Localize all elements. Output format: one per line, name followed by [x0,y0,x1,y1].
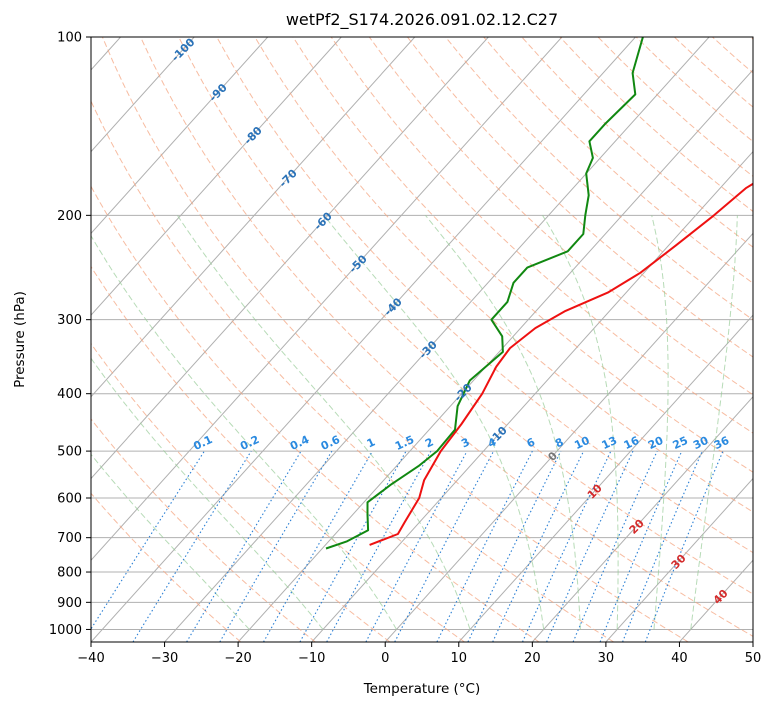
x-tick-label: 20 [524,651,541,666]
moist-adiabat-line [690,215,738,630]
moist-adiabat-line [176,215,471,630]
x-tick-label: −10 [298,651,325,666]
mixing-ratio-label: 13 [600,434,619,452]
sounding-profiles [325,37,753,550]
mixing-ratio-label: 16 [622,434,642,452]
x-tick-label: −30 [151,651,178,666]
y-tick-label: 200 [57,209,82,224]
mixing-ratio-line [132,450,252,642]
moist-adiabat-line [542,215,619,630]
dry-adiabat-line [407,37,753,358]
moist-adiabat-line [425,214,581,630]
mixing-ratio-line [436,450,533,642]
isotherm-line [458,314,753,642]
dry-adiabat-line [368,37,753,396]
mixing-ratio-line [572,450,658,642]
isotherm-line [237,69,753,642]
x-tick-label: 40 [671,651,688,666]
isotherm-line [91,37,489,480]
dry-adiabat-line [254,37,753,513]
mixing-ratio-line [326,450,432,642]
y-tick-label: 400 [57,387,82,402]
x-tick-label: −20 [224,651,251,666]
mixing-ratio-labels: 0.1 0.2 0.4 0.6 1 1.5 2 3 4 6 8 10 13 16 20 25 30 36 [191,433,731,453]
dry-adiabat-line [91,185,540,642]
isotherm-gridlines [91,37,753,642]
mixing-ratio-lines [91,450,724,642]
x-axis-label: Temperature (°C) [363,681,481,697]
y-tick-label: 100 [57,31,82,46]
mixing-ratio-line [599,450,683,642]
mixing-ratio-label: 30 [691,434,711,452]
y-tick-label: 700 [57,531,82,546]
isotherm-line [91,37,636,642]
dry-adiabat-line [178,37,753,595]
x-tick-label: 0 [381,651,389,666]
isotherm-line [91,37,342,316]
mixing-ratio-label: 25 [671,434,690,452]
y-axis-label: Pressure (hPa) [12,291,28,388]
x-tick-label: 10 [451,651,468,666]
y-axis-ticks: 100 200 300 400 500 600 700 800 900 1000 [49,31,91,638]
dewpoint-profile [325,37,644,550]
temperature-profile [369,182,753,546]
moist-adiabat-line [651,215,669,630]
mixing-ratio-label: 20 [646,434,666,452]
moist-adiabat-line [91,453,250,630]
isotherm-line [605,477,753,642]
x-axis-ticks: −40 −30 −20 −10 0 10 20 30 40 50 [77,642,761,666]
mixing-ratio-line [546,450,634,642]
y-tick-label: 800 [57,566,82,581]
dry-adiabat-line [91,342,391,642]
isotherm-line [311,150,753,642]
plot-area: -100-90-80-70-60-50-40-30-20-10010203040… [91,37,753,642]
dry-adiabats [91,37,753,642]
dry-adiabat-line [91,265,465,642]
moist-adiabat-line [91,357,324,630]
dry-adiabat-line [140,37,753,637]
mixing-ratio-line [299,450,407,642]
plot-frame [90,36,754,643]
moist-adiabats [91,214,738,630]
isotherm-line [91,37,269,235]
isotherm-line [384,232,753,642]
isotherm-line [91,37,195,153]
isotherm-line [91,37,563,561]
y-tick-label: 300 [57,313,82,328]
y-tick-label: 1000 [49,623,82,638]
y-tick-label: 500 [57,445,82,460]
dry-adiabat-line [91,99,614,642]
dry-adiabat-line [292,37,753,473]
moist-adiabat-line [323,214,545,630]
x-tick-label: 50 [745,651,762,666]
x-tick-label: 30 [598,651,615,666]
moist-adiabat-line [91,234,397,630]
mixing-ratio-line [91,450,205,630]
dry-adiabat-line [101,37,689,642]
isotherm-line [531,396,753,642]
mixing-ratio-line [365,450,468,642]
x-tick-label: −40 [77,651,104,666]
dry-adiabat-line [91,418,316,642]
dry-adiabat-line [91,492,242,642]
dry-adiabat-line [483,37,753,284]
y-tick-label: 600 [57,492,82,507]
isotherm-line [164,37,710,642]
mixing-ratio-line [644,450,724,642]
mixing-ratio-label: 36 [712,434,732,452]
chart-title: wetPf2_S174.2026.091.02.12.C27 [286,10,558,30]
mixing-ratio-line [622,450,703,642]
isotherm-line [91,37,416,398]
mixing-ratio-label: 10 [572,434,592,452]
isobar-gridlines [91,37,753,630]
y-tick-label: 900 [57,596,82,611]
